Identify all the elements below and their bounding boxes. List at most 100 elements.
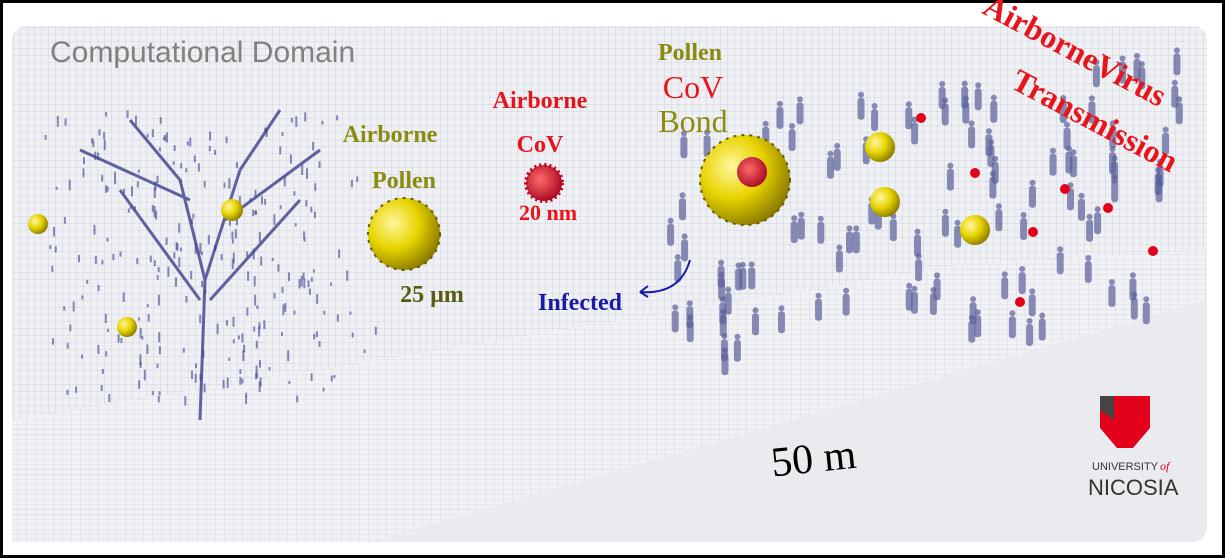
- leaf: [106, 237, 109, 242]
- leaf: [253, 326, 256, 332]
- person-head: [939, 81, 946, 87]
- leaf: [63, 217, 66, 224]
- leaf: [318, 341, 321, 347]
- person: [1008, 310, 1016, 339]
- person-head: [739, 261, 746, 268]
- person-head: [704, 129, 711, 136]
- leaf: [204, 289, 207, 294]
- leaf: [226, 320, 228, 326]
- leaf: [231, 239, 234, 244]
- person-body: [857, 97, 865, 120]
- leaf: [318, 161, 321, 169]
- person-head: [853, 225, 860, 232]
- leaf: [184, 396, 187, 406]
- person: [889, 213, 897, 242]
- leaf: [178, 223, 181, 233]
- leaf: [133, 206, 136, 211]
- infected-label: Infected: [538, 290, 623, 316]
- person: [719, 308, 727, 337]
- leaf: [207, 235, 210, 245]
- leaf: [101, 260, 104, 265]
- person-head: [789, 123, 796, 129]
- leaf: [119, 251, 122, 257]
- person: [985, 128, 993, 157]
- person-head: [1020, 212, 1027, 218]
- leaf: [180, 247, 182, 252]
- leaf: [189, 137, 192, 147]
- person: [681, 233, 689, 262]
- person-body: [852, 231, 860, 254]
- person-body: [835, 250, 843, 273]
- leaf: [246, 251, 249, 257]
- person-body: [842, 293, 850, 316]
- person-head: [995, 203, 1002, 210]
- person: [1086, 213, 1094, 242]
- person-body: [914, 234, 921, 257]
- person-body: [1109, 152, 1116, 175]
- person: [995, 203, 1003, 232]
- leaf: [156, 363, 159, 369]
- cov-size: 20 nm: [519, 200, 577, 225]
- leaf: [158, 332, 161, 343]
- person: [1162, 126, 1170, 155]
- leaf: [220, 254, 223, 261]
- leaf: [322, 387, 325, 392]
- person-head: [1088, 95, 1095, 102]
- person: [1109, 146, 1116, 175]
- leaf: [293, 310, 296, 315]
- person-head: [817, 215, 824, 222]
- person-body: [1067, 188, 1074, 211]
- logo-text: UNIVERSITY: [1092, 461, 1159, 473]
- leaf: [350, 179, 353, 188]
- person-head: [681, 233, 688, 240]
- person-body: [681, 239, 689, 262]
- person: [1119, 55, 1126, 84]
- bond-label: CoV: [663, 69, 723, 105]
- pollen-size: 25 µm: [400, 282, 464, 308]
- leaf: [288, 272, 290, 281]
- person-body: [905, 107, 913, 130]
- leaf: [122, 292, 125, 302]
- leaf: [237, 335, 240, 340]
- person: [752, 307, 759, 336]
- leaf: [314, 183, 317, 191]
- person: [1109, 120, 1117, 149]
- leaf: [288, 380, 291, 384]
- person-body: [1171, 85, 1179, 108]
- leaf: [282, 304, 285, 316]
- leaf: [180, 163, 183, 169]
- person-head: [1078, 192, 1085, 199]
- leaf: [66, 342, 69, 349]
- leaf: [157, 267, 160, 273]
- leaf: [265, 128, 268, 138]
- person-head: [1155, 167, 1162, 174]
- leaf: [238, 196, 241, 205]
- person-head: [679, 192, 686, 199]
- leaf: [260, 256, 263, 266]
- person-head: [815, 292, 822, 299]
- person: [974, 82, 982, 111]
- person: [962, 95, 970, 124]
- leaf: [55, 186, 58, 190]
- person-head: [718, 272, 725, 278]
- leaf: [146, 304, 149, 308]
- person-head: [906, 282, 913, 289]
- leaf: [101, 369, 104, 374]
- person: [914, 228, 921, 257]
- person-body: [748, 267, 756, 290]
- person-body: [788, 129, 796, 151]
- leaf: [157, 395, 160, 403]
- person-body: [1049, 153, 1057, 176]
- pollen-small: [28, 214, 48, 234]
- virus-particle: [524, 163, 564, 203]
- leaf: [129, 205, 132, 210]
- person-body: [1155, 180, 1163, 203]
- leaf: [228, 218, 231, 226]
- person-head: [725, 286, 732, 293]
- leaf: [94, 255, 97, 264]
- leaf: [163, 137, 166, 141]
- leaf: [194, 243, 197, 254]
- person-head: [846, 225, 853, 232]
- person-body: [1029, 185, 1036, 208]
